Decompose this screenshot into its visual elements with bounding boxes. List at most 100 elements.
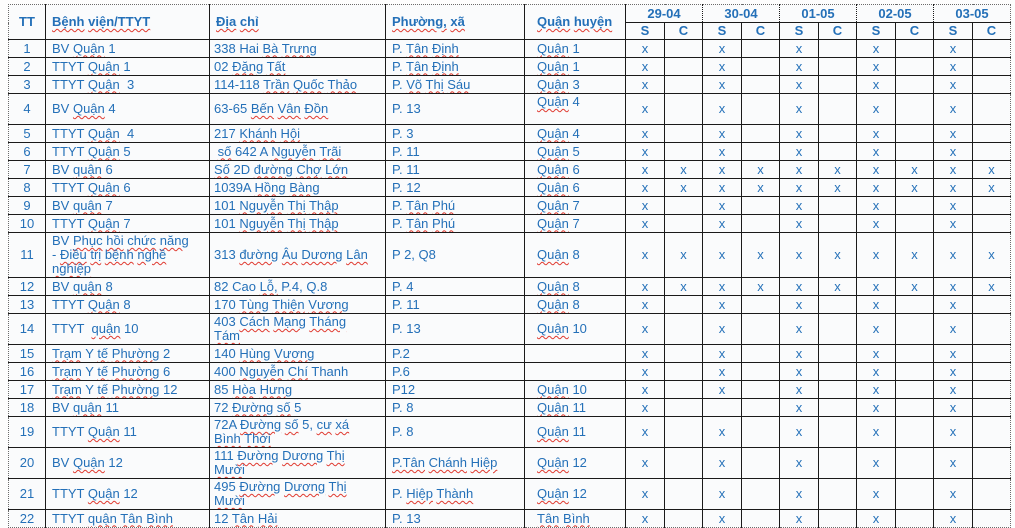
- cell-ward[interactable]: P.6: [385, 362, 525, 381]
- cell-mark-30-04-c[interactable]: x: [741, 277, 780, 296]
- cell-mark-29-04-s[interactable]: x: [625, 124, 665, 143]
- cell-mark-29-04-s[interactable]: x: [625, 178, 665, 197]
- cell-mark-02-05-c[interactable]: [895, 124, 934, 143]
- cell-hospital-name[interactable]: BV Quận 1: [45, 39, 210, 58]
- cell-mark-01-05-s[interactable]: x: [779, 178, 819, 197]
- cell-district[interactable]: Quận 4: [524, 124, 626, 143]
- cell-mark-29-04-s[interactable]: x: [625, 398, 665, 417]
- cell-mark-29-04-c[interactable]: [664, 313, 703, 345]
- cell-district[interactable]: Quận 12: [524, 447, 626, 479]
- cell-mark-29-04-c[interactable]: [664, 75, 703, 94]
- cell-mark-30-04-s[interactable]: x: [702, 277, 742, 296]
- cell-hospital-name[interactable]: TTYT Quận 11: [45, 416, 210, 448]
- cell-mark-02-05-s[interactable]: x: [856, 93, 896, 125]
- cell-mark-01-05-s[interactable]: x: [779, 344, 819, 363]
- cell-address[interactable]: 72 Đường số 5: [209, 398, 386, 417]
- date-header-30-04[interactable]: 30-04: [702, 4, 780, 23]
- cell-mark-02-05-c[interactable]: [895, 75, 934, 94]
- cell-mark-02-05-c[interactable]: [895, 416, 934, 448]
- cell-ward[interactable]: P. Tân Phú: [385, 214, 525, 233]
- cell-mark-30-04-c[interactable]: [741, 362, 780, 381]
- cell-mark-03-05-c[interactable]: [972, 380, 1011, 399]
- cell-district[interactable]: Quận 7: [524, 214, 626, 233]
- cell-mark-01-05-s[interactable]: x: [779, 124, 819, 143]
- cell-tt[interactable]: 18: [8, 398, 46, 417]
- cell-mark-03-05-c[interactable]: [972, 75, 1011, 94]
- cell-mark-03-05-c[interactable]: [972, 93, 1011, 125]
- cell-mark-03-05-s[interactable]: x: [933, 160, 973, 179]
- cell-mark-30-04-s[interactable]: x: [702, 57, 742, 76]
- cell-hospital-name[interactable]: TTYT Quận 1: [45, 57, 210, 76]
- cell-mark-03-05-s[interactable]: x: [933, 57, 973, 76]
- cell-mark-02-05-s[interactable]: x: [856, 295, 896, 314]
- cell-mark-30-04-c[interactable]: [741, 214, 780, 233]
- cell-mark-02-05-c[interactable]: [895, 313, 934, 345]
- cell-district[interactable]: Quận 4: [524, 93, 626, 125]
- cell-mark-03-05-c[interactable]: [972, 416, 1011, 448]
- cell-tt[interactable]: 8: [8, 178, 46, 197]
- cell-mark-30-04-s[interactable]: x: [702, 75, 742, 94]
- cell-mark-02-05-c[interactable]: [895, 196, 934, 215]
- cell-mark-01-05-s[interactable]: x: [779, 416, 819, 448]
- cell-mark-01-05-s[interactable]: x: [779, 313, 819, 345]
- cell-mark-01-05-c[interactable]: [818, 75, 857, 94]
- col-header-address[interactable]: Địa chỉ: [209, 4, 386, 40]
- cell-address[interactable]: số 642 A Nguyễn Trãi: [209, 142, 386, 161]
- cell-mark-01-05-c[interactable]: [818, 416, 857, 448]
- cell-mark-01-05-s[interactable]: x: [779, 277, 819, 296]
- cell-mark-03-05-s[interactable]: x: [933, 478, 973, 510]
- cell-tt[interactable]: 14: [8, 313, 46, 345]
- cell-mark-01-05-s[interactable]: x: [779, 509, 819, 528]
- cell-mark-30-04-c[interactable]: [741, 344, 780, 363]
- cell-mark-02-05-c[interactable]: [895, 214, 934, 233]
- cell-mark-02-05-c[interactable]: x: [895, 277, 934, 296]
- cell-mark-30-04-c[interactable]: [741, 295, 780, 314]
- cell-address[interactable]: 72A Đường số 5, cư xá Bình Thới: [209, 416, 386, 448]
- cell-mark-03-05-c[interactable]: x: [972, 178, 1011, 197]
- cell-mark-02-05-s[interactable]: x: [856, 380, 896, 399]
- col-header-ward[interactable]: Phường, xã: [385, 4, 525, 40]
- cell-tt[interactable]: 7: [8, 160, 46, 179]
- cell-mark-02-05-c[interactable]: [895, 142, 934, 161]
- cell-mark-03-05-c[interactable]: [972, 509, 1011, 528]
- cell-mark-30-04-c[interactable]: [741, 75, 780, 94]
- cell-mark-03-05-c[interactable]: [972, 398, 1011, 417]
- cell-mark-03-05-s[interactable]: x: [933, 509, 973, 528]
- cell-mark-29-04-s[interactable]: x: [625, 142, 665, 161]
- cell-mark-02-05-c[interactable]: [895, 362, 934, 381]
- cell-ward[interactable]: P. 11: [385, 160, 525, 179]
- cell-district[interactable]: Quận 8: [524, 232, 626, 278]
- cell-mark-30-04-s[interactable]: [702, 398, 742, 417]
- cell-hospital-name[interactable]: BV Quận 12: [45, 447, 210, 479]
- cell-mark-30-04-s[interactable]: x: [702, 447, 742, 479]
- cell-mark-03-05-s[interactable]: x: [933, 344, 973, 363]
- cell-mark-03-05-c[interactable]: x: [972, 277, 1011, 296]
- cell-mark-01-05-s[interactable]: x: [779, 295, 819, 314]
- cell-district[interactable]: Tân Bình: [524, 509, 626, 528]
- cell-mark-03-05-c[interactable]: [972, 295, 1011, 314]
- cell-district[interactable]: Quận 5: [524, 142, 626, 161]
- session-header-s-29-04[interactable]: S: [625, 22, 665, 40]
- cell-address[interactable]: 101 Nguyễn Thị Thập: [209, 214, 386, 233]
- cell-mark-02-05-s[interactable]: x: [856, 142, 896, 161]
- col-header-tt[interactable]: TT: [8, 4, 46, 40]
- cell-ward[interactable]: P. Tân Phú: [385, 196, 525, 215]
- cell-ward[interactable]: P 2, Q8: [385, 232, 525, 278]
- cell-mark-03-05-c[interactable]: [972, 478, 1011, 510]
- cell-mark-01-05-c[interactable]: [818, 362, 857, 381]
- cell-mark-02-05-c[interactable]: x: [895, 232, 934, 278]
- cell-mark-30-04-s[interactable]: x: [702, 478, 742, 510]
- cell-mark-29-04-c[interactable]: [664, 380, 703, 399]
- cell-ward[interactable]: P. 8: [385, 398, 525, 417]
- cell-address[interactable]: 101 Nguyễn Thị Thập: [209, 196, 386, 215]
- cell-tt[interactable]: 1: [8, 39, 46, 58]
- cell-mark-03-05-s[interactable]: x: [933, 362, 973, 381]
- cell-tt[interactable]: 3: [8, 75, 46, 94]
- cell-address[interactable]: 170 Tùng Thiện Vương: [209, 295, 386, 314]
- cell-hospital-name[interactable]: BV quận 6: [45, 160, 210, 179]
- cell-hospital-name[interactable]: TTYT Quận 8: [45, 295, 210, 314]
- date-header-01-05[interactable]: 01-05: [779, 4, 857, 23]
- cell-mark-01-05-s[interactable]: x: [779, 160, 819, 179]
- cell-mark-03-05-c[interactable]: [972, 214, 1011, 233]
- cell-mark-29-04-c[interactable]: [664, 295, 703, 314]
